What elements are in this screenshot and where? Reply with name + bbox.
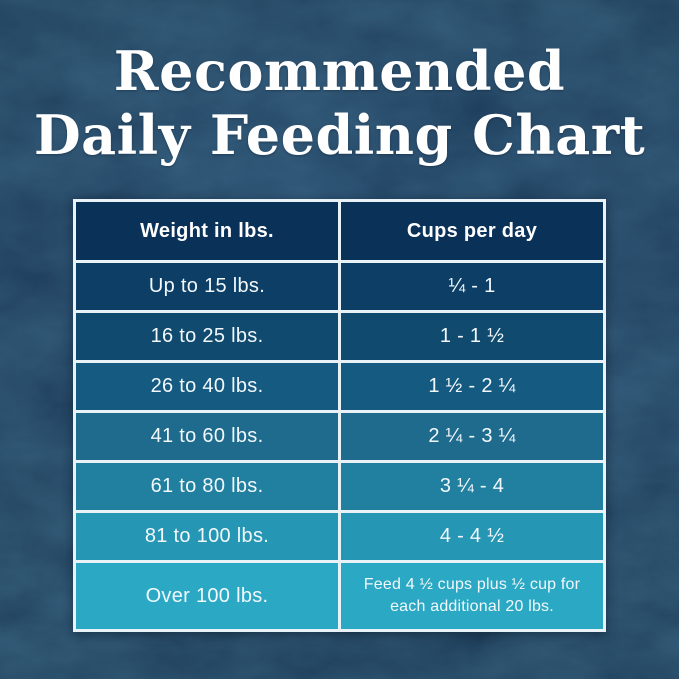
column-header-weight: Weight in lbs.	[76, 202, 338, 260]
cups-cell: 2 ¼ - 3 ¼	[341, 413, 603, 460]
weight-cell: 16 to 25 lbs.	[76, 313, 338, 360]
table-row: 61 to 80 lbs. 3 ¼ - 4	[76, 463, 603, 510]
table-row: 16 to 25 lbs. 1 - 1 ½	[76, 313, 603, 360]
feeding-table: Weight in lbs. Cups per day Up to 15 lbs…	[73, 199, 606, 632]
cups-cell: Feed 4 ½ cups plus ½ cup for each additi…	[341, 563, 603, 629]
column-header-cups: Cups per day	[341, 202, 603, 260]
table-header-row: Weight in lbs. Cups per day	[76, 202, 603, 260]
weight-cell: Up to 15 lbs.	[76, 263, 338, 310]
table-row: Up to 15 lbs. ¼ - 1	[76, 263, 603, 310]
table-row: 81 to 100 lbs. 4 - 4 ½	[76, 513, 603, 560]
page-title-line-2: Daily Feeding Chart	[33, 102, 646, 167]
table-row: 41 to 60 lbs. 2 ¼ - 3 ¼	[76, 413, 603, 460]
weight-cell: 41 to 60 lbs.	[76, 413, 338, 460]
cups-cell: 1 ½ - 2 ¼	[341, 363, 603, 410]
cups-cell: 3 ¼ - 4	[341, 463, 603, 510]
weight-cell: 26 to 40 lbs.	[76, 363, 338, 410]
table-row: 26 to 40 lbs. 1 ½ - 2 ¼	[76, 363, 603, 410]
table-row: Over 100 lbs. Feed 4 ½ cups plus ½ cup f…	[76, 563, 603, 629]
weight-cell: Over 100 lbs.	[76, 563, 338, 629]
page-title-line-1: Recommended	[113, 39, 566, 103]
weight-cell: 81 to 100 lbs.	[76, 513, 338, 560]
page-title: Recommended Daily Feeding Chart	[0, 39, 679, 167]
weight-cell: 61 to 80 lbs.	[76, 463, 338, 510]
cups-cell: 4 - 4 ½	[341, 513, 603, 560]
cups-cell: 1 - 1 ½	[341, 313, 603, 360]
cups-cell: ¼ - 1	[341, 263, 603, 310]
